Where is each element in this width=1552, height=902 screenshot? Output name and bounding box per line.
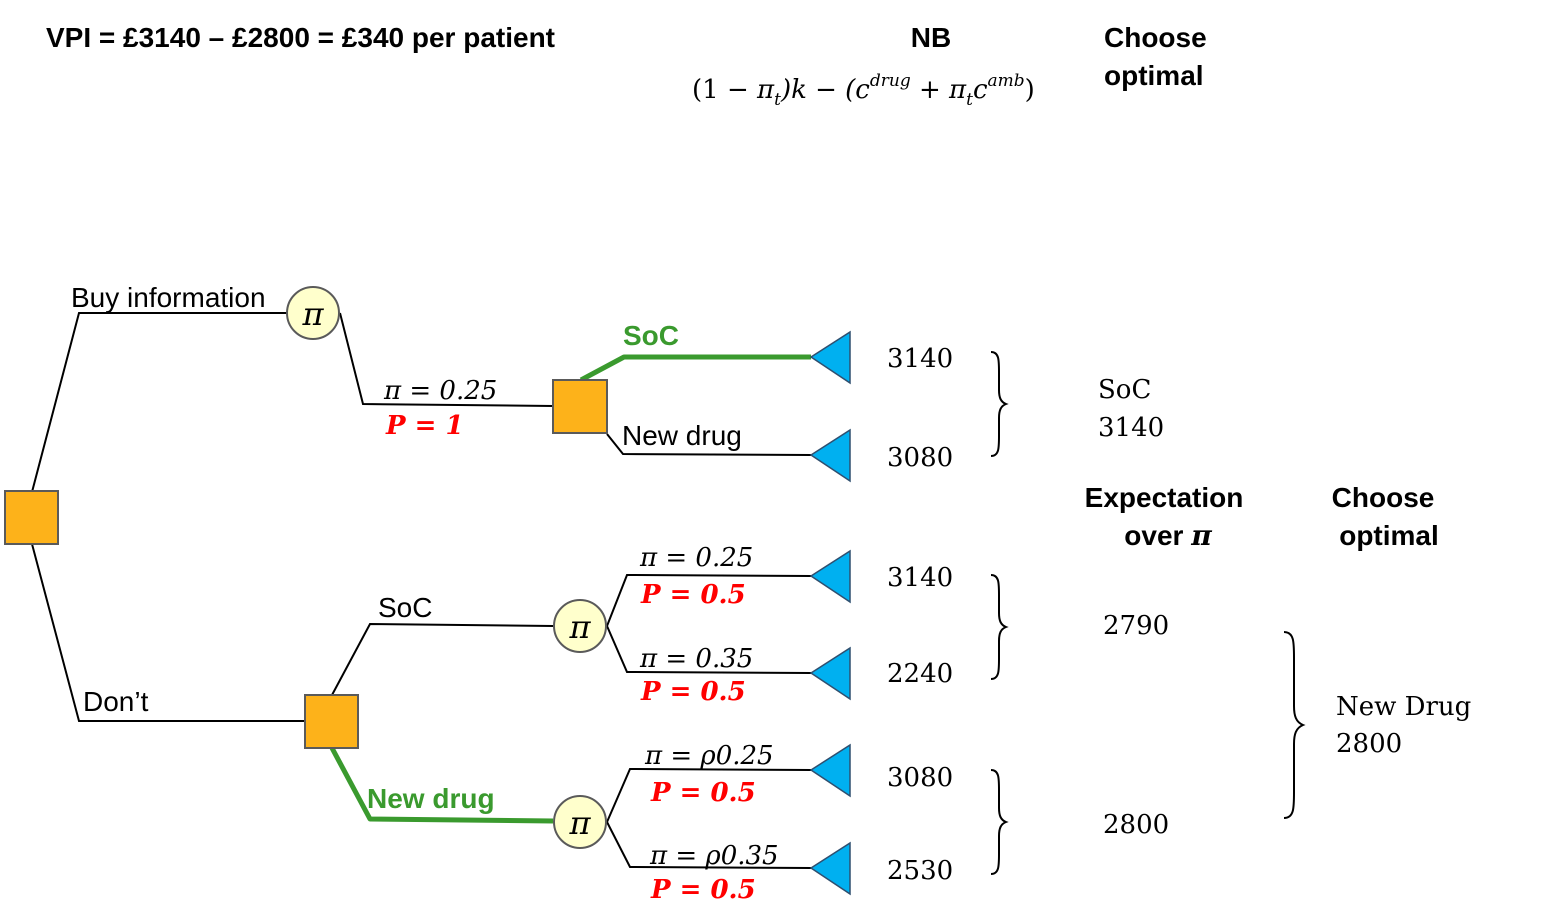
outcome-value: 3140 (887, 344, 953, 374)
terminal-triangle-icon (809, 646, 851, 701)
chance-symbol: π (568, 804, 591, 842)
branch-dont-line (31, 543, 305, 722)
chance-node-buy: π (286, 286, 340, 340)
brace-soc-icon (990, 574, 1009, 680)
outcome-value: 3140 (887, 563, 953, 593)
label-dont: Don’t (83, 686, 149, 717)
terminal-triangle-icon (809, 549, 851, 604)
label-dont-soc: SoC (378, 592, 432, 623)
dont-choice-label: New Drug (1336, 692, 1471, 722)
branch-dont-new-drug-optimal-line (329, 746, 554, 824)
chance-circle-icon (286, 286, 340, 340)
branch-buy-new-drug-line (606, 433, 812, 456)
outcome-value: 2240 (887, 659, 953, 689)
label-buy-soc: SoC (623, 320, 679, 351)
label-buy-pi: π = 0.25 (383, 376, 497, 406)
label-soc-prob-1: P = 0.5 (640, 580, 746, 610)
expectation-new-drug-value: 2800 (1103, 810, 1169, 840)
nb-label: NB (911, 22, 951, 53)
label-nd-prob-2: P = 0.5 (650, 875, 756, 902)
label-dont-new-drug: New drug (367, 783, 495, 814)
buy-decision-square-icon (552, 379, 608, 434)
terminal-triangle-icon (809, 330, 851, 385)
chance-circle-icon (553, 795, 607, 849)
label-nd-prob-1: P = 0.5 (650, 778, 756, 808)
choose-header-line1: Choose (1332, 482, 1435, 513)
brace-buy-icon (990, 351, 1009, 457)
brace-dont-icon (1283, 631, 1306, 819)
tree-branches (31, 312, 812, 869)
label-soc-pi-2: π = 0.35 (639, 644, 753, 674)
branch-soc-pi2-line (606, 625, 812, 674)
label-soc-prob-2: P = 0.5 (640, 677, 746, 707)
outcome-value: 3080 (887, 763, 953, 793)
choose-optimal-header-top-line2: optimal (1104, 60, 1204, 91)
vpi-text: VPI = £3140 – £2800 = £340 per patient (46, 22, 555, 53)
branch-buy-pi-line (339, 312, 554, 407)
chance-node-new-drug: π (553, 795, 607, 849)
terminal-triangle-icon (809, 428, 851, 483)
braces (990, 351, 1306, 875)
branch-dont-soc-line (331, 622, 554, 696)
label-soc-pi-1: π = 0.25 (639, 543, 753, 573)
expectation-header-line2: over π (1124, 519, 1212, 552)
branch-buy-information-line (31, 312, 287, 493)
dont-decision-square-icon (304, 694, 359, 749)
chance-circle-icon (553, 599, 607, 653)
dont-choice-value: 2800 (1336, 729, 1402, 759)
label-buy-information: Buy information (71, 282, 266, 313)
root-decision-square-icon (4, 490, 59, 545)
choose-header-line2: optimal (1339, 520, 1439, 551)
branch-buy-soc-optimal-line (579, 354, 811, 383)
choose-optimal-header-top-line1: Choose (1104, 22, 1207, 53)
branch-nd-pi2-line (606, 821, 812, 869)
chance-symbol: π (568, 608, 591, 646)
chance-symbol: π (301, 295, 324, 333)
chance-node-soc: π (553, 599, 607, 653)
outcome-value: 2530 (887, 856, 953, 886)
label-nd-pi-1: π = ρ0.25 (644, 741, 774, 771)
nb-formula: (1 − πt)k − (cdrug + πtcamb) (692, 71, 1035, 110)
expectation-soc-value: 2790 (1103, 611, 1169, 641)
branch-nd-pi1-line (606, 767, 812, 823)
terminal-triangle-icon (809, 743, 851, 798)
label-nd-pi-2: π = ρ0.35 (649, 841, 779, 871)
outcome-value: 3080 (887, 443, 953, 473)
label-buy-prob: P = 1 (385, 411, 464, 441)
buy-choice-label: SoC (1098, 375, 1151, 405)
branch-soc-pi1-line (606, 573, 812, 627)
optimal-branches (329, 354, 811, 824)
buy-choice-value: 3140 (1098, 413, 1164, 443)
expectation-header-line1: Expectation (1085, 482, 1244, 513)
terminal-triangle-icon (809, 841, 851, 896)
brace-new-drug-icon (990, 769, 1009, 875)
label-buy-new-drug: New drug (622, 420, 742, 451)
